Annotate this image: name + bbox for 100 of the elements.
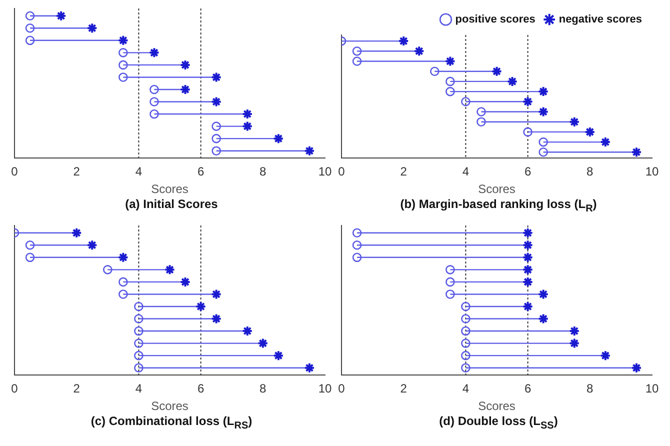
point	[150, 109, 159, 119]
x-tick-label: 2	[400, 164, 408, 179]
point	[538, 147, 548, 157]
point	[538, 288, 549, 300]
point	[523, 127, 532, 137]
point	[352, 228, 362, 238]
point	[118, 277, 128, 287]
point	[461, 314, 470, 324]
point	[446, 277, 455, 287]
point	[600, 136, 611, 148]
point	[461, 302, 470, 312]
point	[538, 313, 549, 324]
point	[522, 240, 534, 251]
point	[103, 265, 112, 274]
point	[212, 122, 221, 131]
point	[150, 84, 159, 94]
point	[476, 107, 486, 116]
point	[134, 363, 144, 372]
point	[352, 240, 362, 250]
point	[118, 48, 128, 58]
point	[242, 326, 253, 337]
point	[25, 23, 35, 33]
point	[118, 34, 129, 46]
point	[461, 97, 470, 106]
point	[522, 227, 534, 238]
x-tick-label: 6	[524, 164, 532, 179]
text: (d) Double loss (L$_{SS}$)	[438, 414, 559, 434]
point	[630, 362, 642, 374]
point	[538, 137, 548, 147]
point	[522, 276, 534, 288]
x-tick-label: 4	[462, 382, 470, 396]
point	[538, 86, 549, 98]
x-axis-title: Scores	[151, 182, 188, 196]
x-tick-label: 0	[11, 164, 18, 179]
point	[430, 66, 440, 76]
point	[25, 252, 35, 262]
x-tick-label: 6	[197, 164, 204, 179]
point	[118, 60, 128, 70]
x-tick-label: 2	[400, 382, 408, 396]
point	[212, 134, 221, 144]
point	[86, 22, 98, 34]
point	[25, 240, 35, 250]
x-axis-title: Scores	[478, 182, 516, 196]
point	[134, 302, 144, 312]
x-tick-label: 10	[318, 164, 332, 179]
point	[272, 133, 284, 144]
point	[446, 76, 455, 86]
point	[210, 72, 222, 83]
point	[180, 276, 191, 288]
point	[522, 300, 534, 312]
x-tick-label: 0	[338, 164, 346, 179]
x-tick-label: 10	[645, 382, 659, 396]
point	[134, 338, 144, 348]
x-tick-label: 4	[135, 164, 142, 179]
point	[522, 96, 534, 108]
point	[86, 240, 98, 251]
point	[446, 265, 455, 274]
point	[491, 66, 502, 77]
point	[446, 86, 455, 96]
x-tick-label: 0	[11, 382, 18, 396]
x-tick-label: 8	[586, 164, 594, 179]
point	[522, 264, 534, 276]
point	[444, 56, 456, 67]
point	[538, 106, 549, 118]
point	[134, 326, 144, 336]
point	[148, 47, 160, 58]
point	[630, 146, 642, 158]
x-tick-label: 6	[197, 382, 204, 396]
x-tick-label: 10	[645, 164, 659, 179]
x-tick-label: 2	[73, 382, 80, 396]
point	[195, 300, 206, 312]
point	[180, 59, 191, 70]
point	[522, 252, 534, 263]
point	[461, 326, 470, 336]
x-tick-label: 2	[73, 164, 80, 179]
legend-label: positive scores	[455, 14, 536, 26]
point	[210, 96, 222, 108]
point	[118, 72, 128, 82]
x-tick-label: 10	[318, 382, 332, 396]
point	[398, 36, 410, 47]
point	[446, 290, 455, 299]
point	[134, 350, 144, 360]
point	[242, 120, 253, 132]
x-axis-title: Scores	[151, 399, 188, 414]
point	[118, 252, 129, 263]
text: (b) Margin-based ranking loss (L$_{R}$)	[399, 197, 598, 216]
point	[568, 116, 580, 128]
point	[461, 350, 470, 360]
point	[352, 46, 362, 56]
point	[210, 313, 222, 324]
point	[257, 338, 268, 349]
point	[352, 252, 362, 262]
point	[304, 145, 315, 156]
point	[164, 264, 176, 276]
point	[180, 84, 191, 95]
x-tick-label: 8	[260, 164, 267, 179]
text: (a) Initial Scores	[124, 197, 219, 213]
point	[25, 11, 35, 21]
point	[461, 363, 470, 372]
point	[568, 326, 580, 337]
